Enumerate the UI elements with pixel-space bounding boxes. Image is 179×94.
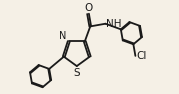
- Text: N: N: [59, 31, 67, 41]
- Text: S: S: [73, 67, 80, 78]
- Text: Cl: Cl: [136, 51, 146, 61]
- Text: NH: NH: [106, 19, 122, 29]
- Text: O: O: [84, 3, 92, 13]
